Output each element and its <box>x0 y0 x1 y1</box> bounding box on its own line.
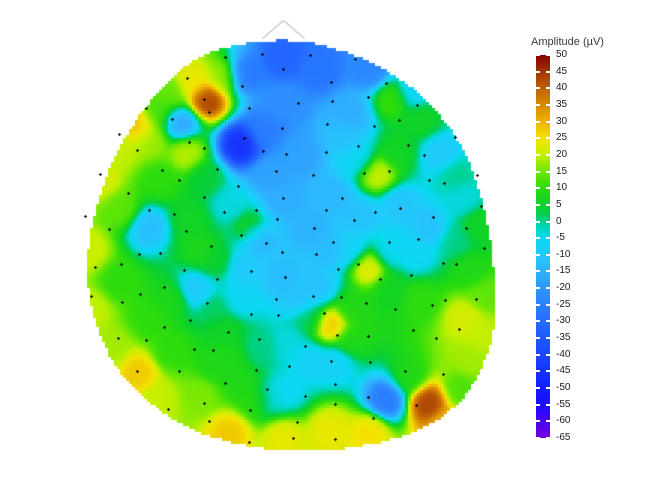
colorbar-tick-mark <box>536 187 540 190</box>
colorbar-tick-mark <box>546 403 550 406</box>
colorbar-tick-label: 20 <box>556 148 568 160</box>
colorbar-tick-mark <box>546 303 550 306</box>
colorbar-tick-mark <box>536 170 540 173</box>
colorbar-tick-label: -55 <box>556 398 571 410</box>
colorbar-tick-label: -45 <box>556 365 571 377</box>
colorbar-tick-mark <box>536 203 540 206</box>
colorbar-tick-mark <box>546 87 550 90</box>
colorbar-tick-mark <box>546 120 550 123</box>
colorbar-tick-mark <box>536 437 540 439</box>
colorbar-tick-mark <box>536 287 540 290</box>
colorbar-tick-label: 10 <box>556 182 568 194</box>
colorbar-tick-mark <box>546 270 550 273</box>
colorbar-tick-mark <box>536 120 540 123</box>
colorbar-tick-mark <box>546 170 550 173</box>
colorbar-tick-mark <box>546 420 550 423</box>
colorbar-tick-label: -40 <box>556 348 571 360</box>
colorbar-tick-label: -25 <box>556 298 571 310</box>
colorbar-tick-label: 40 <box>556 82 568 94</box>
colorbar-tick-label: -65 <box>556 432 571 443</box>
colorbar-tick-mark <box>546 137 550 140</box>
colorbar-title: Amplitude (µV) <box>531 36 604 48</box>
colorbar-tick-mark <box>536 220 540 223</box>
colorbar-tick-mark <box>536 320 540 323</box>
colorbar-tick-mark <box>546 337 550 340</box>
colorbar-tick-mark <box>546 370 550 373</box>
colorbar-tick-mark <box>536 270 540 273</box>
colorbar-tick-label: 35 <box>556 98 568 110</box>
colorbar-tick-label: 45 <box>556 65 568 77</box>
colorbar-tick-label: 5 <box>556 198 562 210</box>
colorbar-tick-mark <box>536 87 540 90</box>
colorbar-tick-mark <box>546 54 550 56</box>
colorbar-tick-mark <box>546 253 550 256</box>
colorbar-tick-mark <box>546 237 550 240</box>
colorbar-tick-label: 0 <box>556 215 562 227</box>
colorbar-tick-label: -60 <box>556 415 571 427</box>
colorbar-gradient <box>536 55 550 438</box>
colorbar-tick-mark <box>546 187 550 190</box>
colorbar-tick-mark <box>536 137 540 140</box>
colorbar-tick-mark <box>536 370 540 373</box>
colorbar-tick-mark <box>546 287 550 290</box>
colorbar-tick-mark <box>536 337 540 340</box>
colorbar-tick-mark <box>536 403 540 406</box>
colorbar-tick-mark <box>546 103 550 106</box>
colorbar-tick-mark <box>546 220 550 223</box>
colorbar-tick-mark <box>546 387 550 390</box>
colorbar-tick-label: -5 <box>556 232 565 244</box>
colorbar-tick-mark <box>546 353 550 356</box>
colorbar-tick-mark <box>536 253 540 256</box>
colorbar-tick-mark <box>536 387 540 390</box>
colorbar-tick-mark <box>536 237 540 240</box>
colorbar-tick-mark <box>546 153 550 156</box>
colorbar-tick-label: -10 <box>556 248 571 260</box>
colorbar-tick-label: -30 <box>556 315 571 327</box>
colorbar-tick-mark <box>536 153 540 156</box>
colorbar-tick-mark <box>546 437 550 439</box>
colorbar-tick-label: -50 <box>556 382 571 394</box>
colorbar-tick-label: -15 <box>556 265 571 277</box>
colorbar-tick-mark <box>536 353 540 356</box>
colorbar-tick-mark <box>536 103 540 106</box>
colorbar-tick-mark <box>546 320 550 323</box>
colorbar-tick-label: -35 <box>556 332 571 344</box>
colorbar-tick-label: 25 <box>556 132 568 144</box>
colorbar-tick-label: 50 <box>556 49 568 60</box>
colorbar-tick-mark <box>536 303 540 306</box>
colorbar-tick-label: 15 <box>556 165 568 177</box>
colorbar-tick-label: 30 <box>556 115 568 127</box>
colorbar-tick-mark <box>546 203 550 206</box>
colorbar-tick-mark <box>546 70 550 73</box>
colorbar-tick-mark <box>536 54 540 56</box>
colorbar-tick-mark <box>536 70 540 73</box>
colorbar-tick-label: -20 <box>556 282 571 294</box>
colorbar-tick-mark <box>536 420 540 423</box>
